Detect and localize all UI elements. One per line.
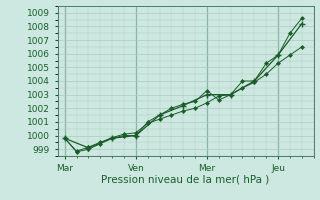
X-axis label: Pression niveau de la mer( hPa ): Pression niveau de la mer( hPa ): [101, 174, 270, 184]
